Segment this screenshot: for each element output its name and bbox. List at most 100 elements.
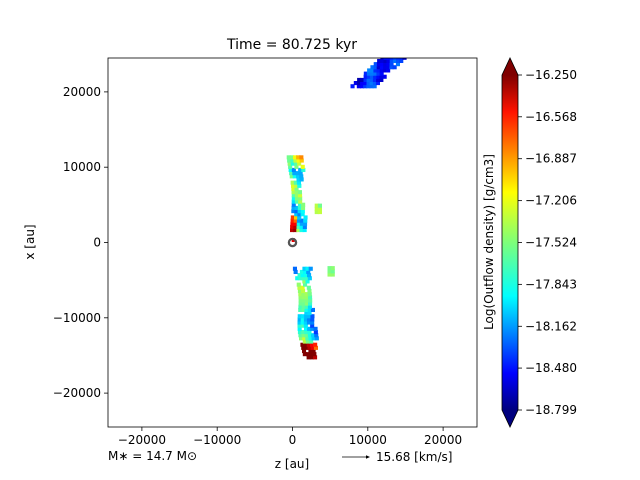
lower-lobe-cell xyxy=(307,273,312,278)
upper-lobe-cell xyxy=(299,221,304,226)
lower-lobe-cell xyxy=(313,342,318,347)
upper-right-lobe-cell xyxy=(363,74,368,79)
lower-lobe-cell xyxy=(314,333,319,338)
lower-lobe-cell xyxy=(305,279,310,284)
upper-lobe-cell xyxy=(295,171,300,176)
lower-lobe-cell xyxy=(312,352,317,357)
upper-lobe-cell xyxy=(296,218,301,223)
chart-title: Time = 80.725 kyr xyxy=(226,37,357,53)
lower-lobe-cell xyxy=(298,304,303,309)
lower-lobe-cell xyxy=(301,345,306,350)
lower-lobe-streak-cell xyxy=(327,272,332,277)
lower-lobe-cell xyxy=(313,355,318,360)
upper-right-lobe-cell xyxy=(369,74,374,79)
upper-lobe-cell xyxy=(290,161,295,166)
colorbar-tick-label: −17.843 xyxy=(525,277,577,291)
lower-lobe-cell xyxy=(303,320,308,325)
lower-lobe-cell xyxy=(293,269,298,274)
lower-lobe-streak-cell xyxy=(330,266,335,271)
lower-lobe-cell xyxy=(307,304,312,309)
upper-lobe-cell xyxy=(298,171,303,176)
upper-right-lobe-cell xyxy=(383,58,388,63)
lower-lobe-cell xyxy=(301,333,306,338)
upper-right-lobe-cell xyxy=(375,81,380,86)
upper-right-lobe-cell xyxy=(370,71,375,76)
lower-lobe-cell xyxy=(307,326,312,331)
upper-lobe-cell xyxy=(302,228,307,233)
colorbar-tick-label: −17.524 xyxy=(525,235,577,249)
lower-lobe-cell xyxy=(311,336,316,341)
upper-right-lobe-cell xyxy=(363,77,368,82)
upper-right-lobe-cell xyxy=(383,65,388,70)
upper-right-lobe-cell xyxy=(386,58,391,63)
upper-right-lobe-cell xyxy=(380,62,385,67)
y-tick-label: 20000 xyxy=(63,85,101,99)
lower-lobe-cell xyxy=(301,307,306,312)
lower-lobe-cell xyxy=(297,285,302,290)
lower-lobe-cell xyxy=(305,336,310,341)
lower-lobe-cell xyxy=(298,333,303,338)
upper-lobe-cell xyxy=(296,224,301,229)
lower-lobe-cell xyxy=(304,304,309,309)
upper-right-lobe-cell xyxy=(389,62,394,67)
lower-lobe-cell xyxy=(308,266,313,271)
upper-right-lobe-cell xyxy=(366,84,371,89)
lower-lobe-cell xyxy=(306,269,311,274)
upper-right-lobe-cell xyxy=(399,58,404,63)
lower-lobe-cell xyxy=(308,349,313,354)
upper-lobe-cell xyxy=(298,199,303,204)
upper-right-lobe-cell xyxy=(386,62,391,67)
upper-lobe-cell xyxy=(297,212,302,217)
upper-right-lobe-cell xyxy=(379,68,384,73)
lower-lobe-cell xyxy=(302,279,307,284)
upper-lobe-cell xyxy=(294,186,299,191)
upper-right-lobe-cell xyxy=(386,65,391,70)
upper-lobe-cell xyxy=(291,186,296,191)
lower-lobe-cell xyxy=(310,307,315,312)
upper-right-lobe-cell xyxy=(376,71,381,76)
upper-right-lobe-cell xyxy=(373,62,378,67)
lower-lobe-cell xyxy=(310,345,315,350)
upper-lobe-cell xyxy=(291,209,296,214)
lower-lobe-cell xyxy=(304,311,309,316)
upper-right-lobe-cell xyxy=(382,68,387,73)
upper-lobe-cell xyxy=(289,174,294,179)
upper-lobe-cell xyxy=(296,158,301,163)
upper-right-lobe-cell xyxy=(366,81,371,86)
lower-lobe-cell xyxy=(306,339,311,344)
upper-lobe-cell xyxy=(300,209,305,214)
upper-right-lobe-cell xyxy=(379,71,384,76)
lower-lobe-cell xyxy=(310,320,315,325)
lower-lobe-streak-cell xyxy=(327,269,332,274)
upper-right-lobe-cell xyxy=(373,71,378,76)
upper-lobe-cell xyxy=(291,190,296,195)
lower-lobe-cell xyxy=(304,301,309,306)
upper-lobe-cell xyxy=(289,171,294,176)
lower-lobe-cell xyxy=(302,266,307,271)
upper-lobe-streak-cell xyxy=(317,210,322,215)
upper-lobe-cell xyxy=(300,218,305,223)
lower-lobe-cell xyxy=(307,307,312,312)
upper-lobe-cell xyxy=(300,212,305,217)
lower-lobe-cell xyxy=(299,336,304,341)
lower-lobe-cell xyxy=(303,269,308,274)
lower-lobe-cell xyxy=(307,288,312,293)
upper-lobe-cell xyxy=(297,161,302,166)
upper-right-lobe-cell xyxy=(353,81,358,86)
lower-lobe-cell xyxy=(301,301,306,306)
upper-right-lobe-cell xyxy=(383,58,388,60)
upper-lobe-cell xyxy=(291,167,296,172)
lower-lobe-cell xyxy=(304,276,309,281)
upper-right-lobe-cell xyxy=(363,71,368,76)
upper-lobe-cell xyxy=(294,212,299,217)
upper-lobe-cell xyxy=(294,215,299,220)
upper-lobe-cell xyxy=(293,180,298,185)
upper-right-lobe-cell xyxy=(377,58,382,63)
x-tick-label: −10000 xyxy=(193,433,241,447)
upper-right-lobe-cell xyxy=(380,58,385,63)
lower-lobe-cell xyxy=(308,336,313,341)
lower-lobe-cell xyxy=(301,292,306,297)
colorbar-tick-label: −18.162 xyxy=(525,319,577,333)
upper-lobe-cell xyxy=(290,215,295,220)
